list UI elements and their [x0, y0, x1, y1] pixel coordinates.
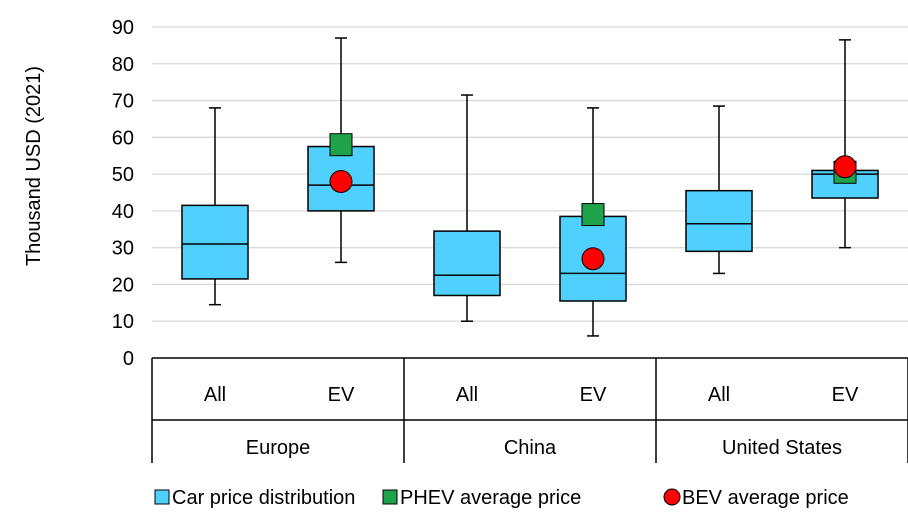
y-tick-label: 20: [112, 274, 134, 296]
box-iqr: [685, 189, 753, 253]
y-tick-label: 10: [112, 311, 134, 333]
y-tick-label: 70: [112, 91, 134, 113]
y-tick-label: 0: [123, 348, 134, 370]
x-group-label: China: [504, 437, 557, 459]
legend-label: Car price distribution: [172, 487, 355, 509]
legend-label: PHEV average price: [400, 487, 581, 509]
x-category-label: EV: [832, 384, 859, 406]
legend-item: PHEV average price: [382, 487, 581, 509]
legend-swatch-circle: [663, 488, 681, 506]
legend-swatch-square: [382, 489, 398, 505]
legend-label: BEV average price: [682, 487, 849, 509]
bev-average-marker: [833, 155, 857, 179]
bev-average-marker: [581, 247, 605, 271]
y-axis-label: Thousand USD (2021): [23, 66, 45, 266]
box-china-ev: [559, 107, 627, 337]
x-category-label: All: [204, 384, 226, 406]
phev-average-marker: [329, 133, 353, 157]
x-category-label: All: [456, 384, 478, 406]
x-category-label: EV: [580, 384, 607, 406]
x-category-label: EV: [328, 384, 355, 406]
legend-item: Car price distribution: [154, 487, 355, 509]
y-axis-ticks: 0 10 20 30 40 50 60 70 80 90: [112, 17, 134, 370]
y-tick-label: 30: [112, 238, 134, 260]
box-iqr: [433, 230, 501, 297]
x-group-label: Europe: [246, 437, 311, 459]
box-china-all: [433, 94, 501, 322]
x-axis: All EV All EV All EV Europe China United States: [151, 357, 908, 463]
legend-item: BEV average price: [663, 487, 849, 509]
phev-average-marker: [581, 203, 605, 227]
y-tick-label: 40: [112, 201, 134, 223]
x-category-label: All: [708, 384, 730, 406]
y-tick-label: 50: [112, 164, 134, 186]
gridlines: [152, 26, 908, 322]
box-europe-all: [181, 107, 249, 306]
y-tick-label: 80: [112, 54, 134, 76]
x-group-label: United States: [722, 437, 842, 459]
box-iqr: [181, 204, 249, 280]
legend: Car price distribution PHEV average price…: [154, 487, 849, 509]
box-united-states-ev: [811, 39, 879, 249]
box-united-states-all: [685, 105, 753, 275]
boxes: [181, 37, 879, 337]
y-tick-label: 90: [112, 17, 134, 39]
y-tick-label: 60: [112, 127, 134, 149]
box-europe-ev: [307, 37, 375, 264]
legend-swatch-square: [154, 489, 170, 505]
bev-average-marker: [329, 169, 353, 193]
